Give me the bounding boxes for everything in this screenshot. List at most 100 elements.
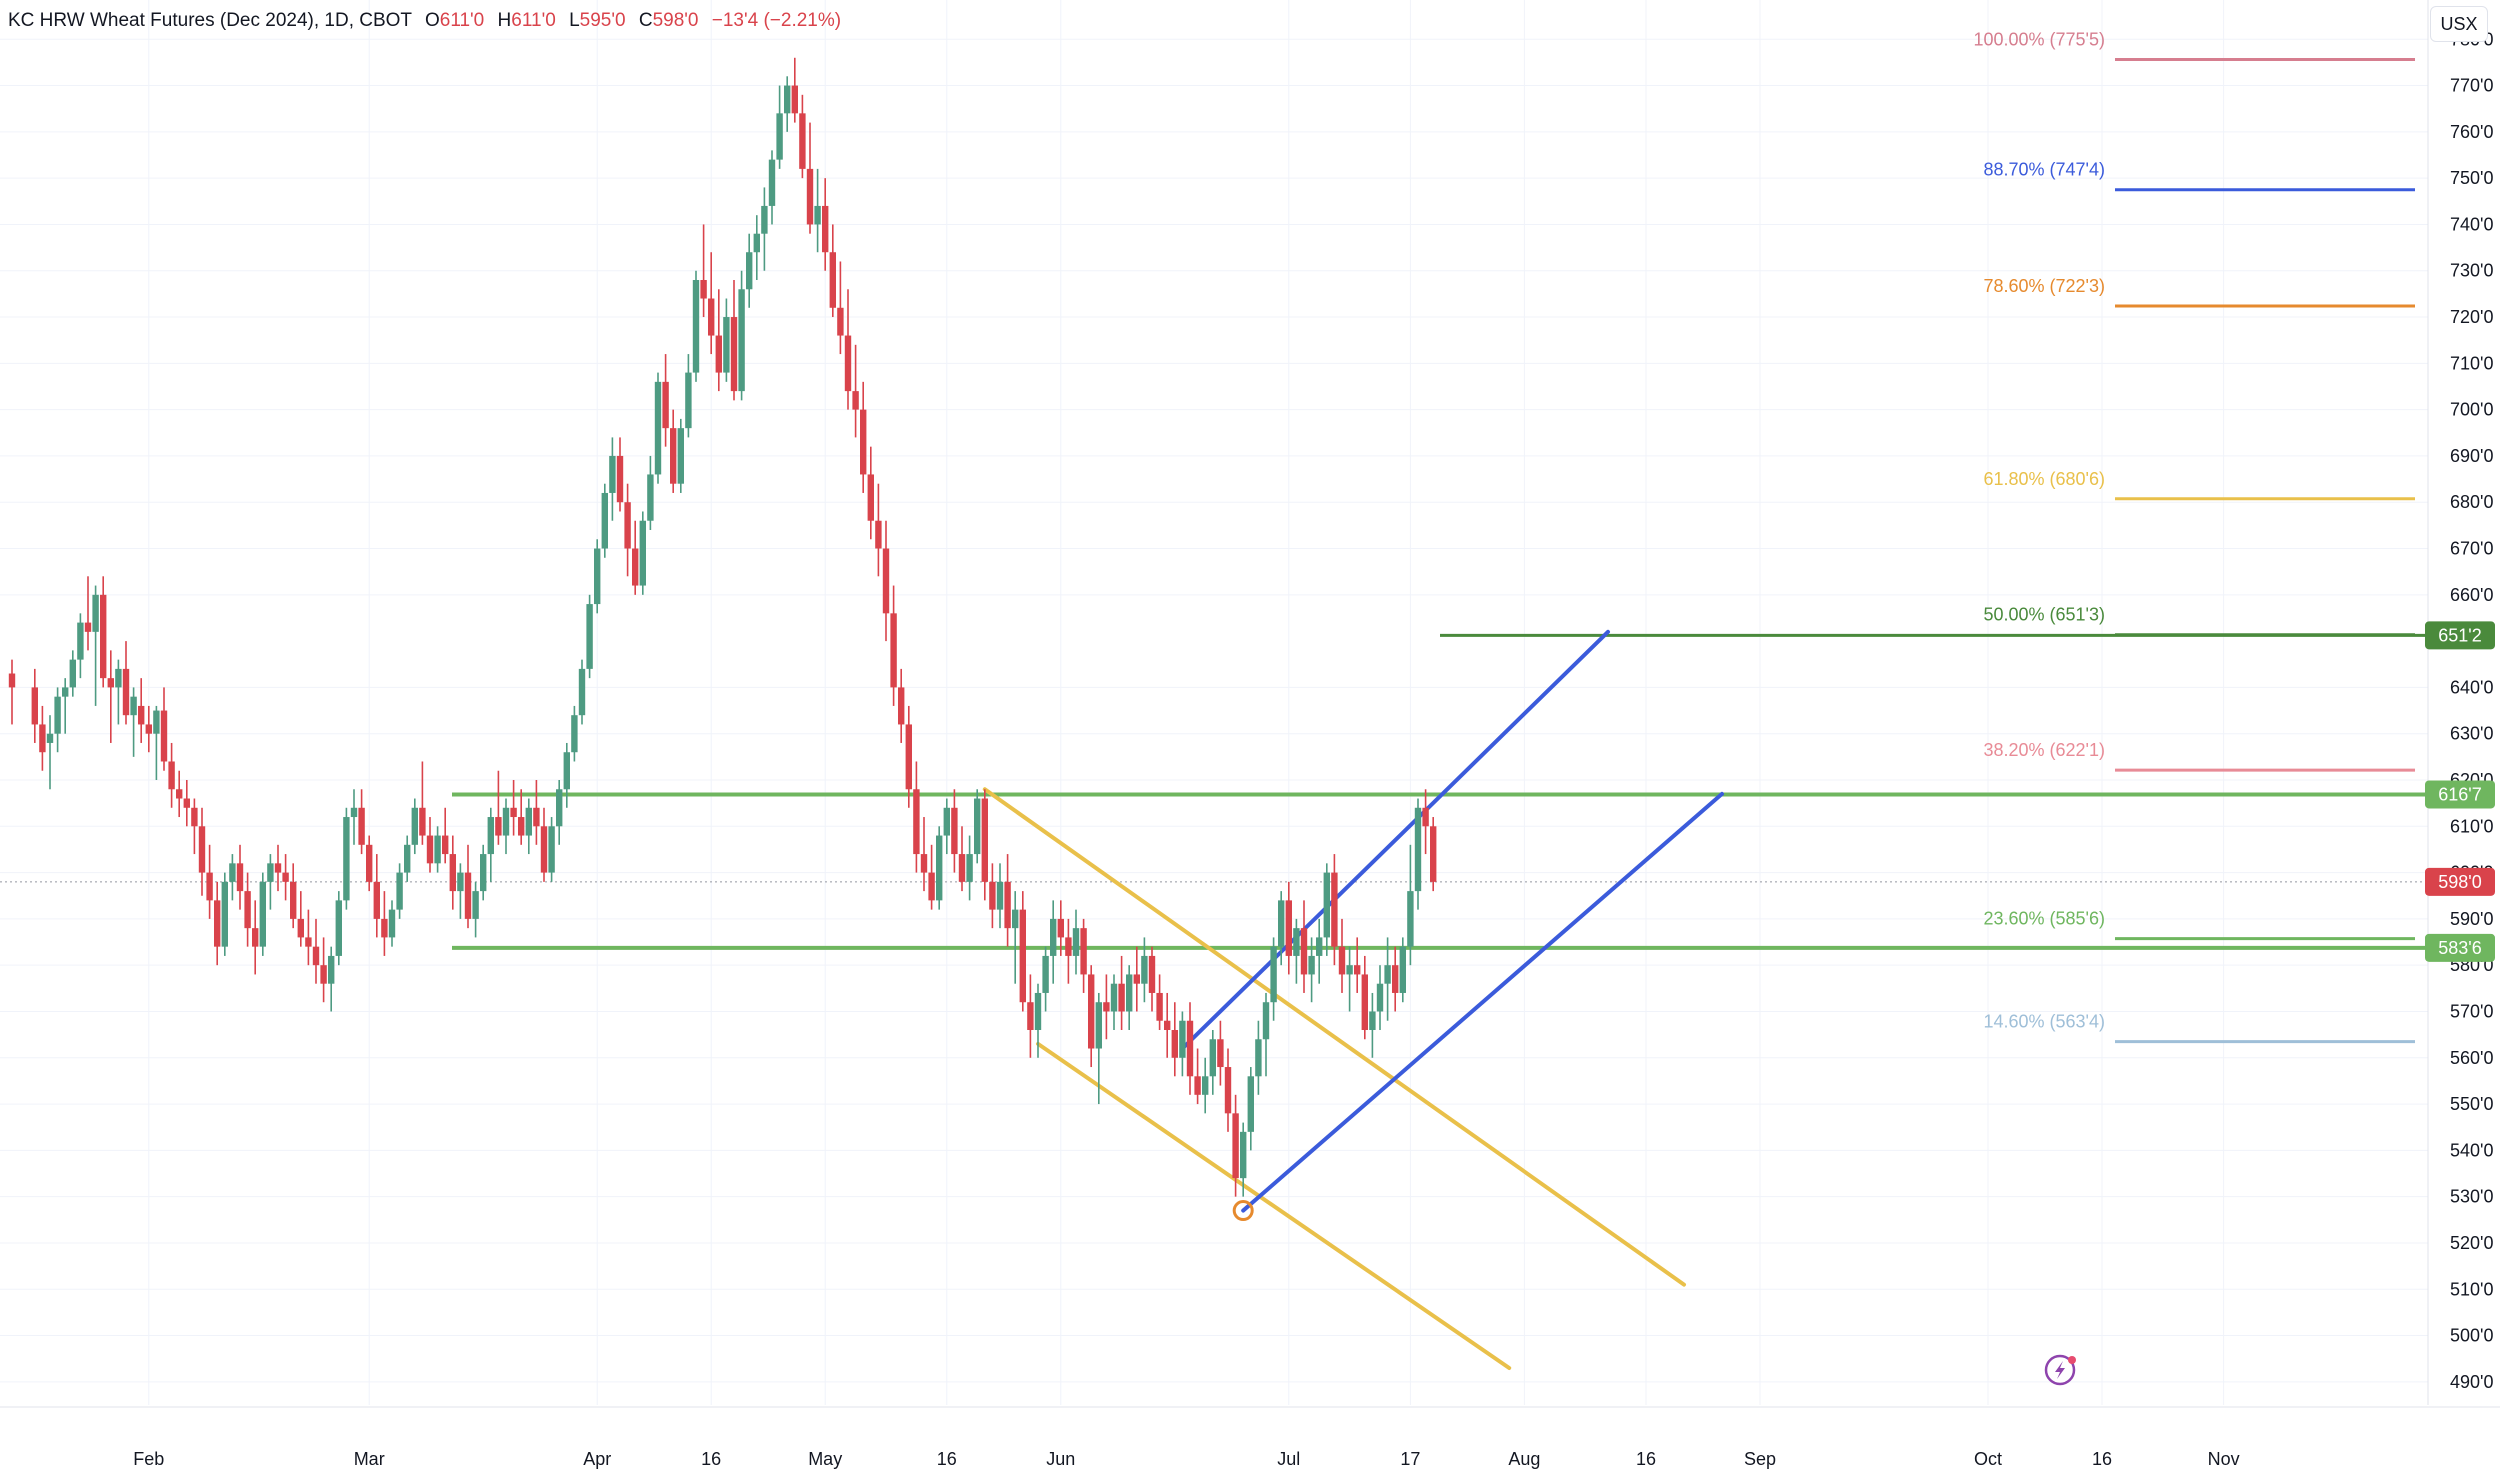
candle: [1331, 854, 1338, 966]
candle-body: [176, 789, 183, 799]
candle: [1012, 891, 1019, 984]
price-tick-label: 710'0: [2450, 353, 2493, 373]
candle-body: [556, 789, 563, 827]
candle-body: [981, 798, 988, 882]
candle-body: [715, 335, 722, 373]
candle-body: [662, 381, 669, 429]
candle-body: [312, 946, 320, 966]
candle: [320, 937, 327, 1003]
high-label: H: [497, 10, 512, 31]
candle-body: [434, 835, 441, 864]
candle-body: [449, 854, 456, 892]
candle: [1088, 965, 1095, 1068]
candle: [1232, 1094, 1239, 1197]
price-tick-label: 500'0: [2450, 1326, 2493, 1346]
candle-body: [730, 317, 738, 392]
candle-body: [533, 807, 540, 827]
candle-body: [69, 659, 76, 688]
candle-body: [1270, 946, 1277, 1003]
candle: [449, 835, 456, 910]
upper-yellow-trendline: [982, 787, 1686, 1287]
candle-body: [738, 289, 745, 392]
price-tick-label: 690'0: [2450, 446, 2493, 466]
time-tick-label: 16: [2092, 1449, 2112, 1469]
candle-body: [768, 159, 776, 206]
candle: [1072, 909, 1080, 975]
price-axis[interactable]: 780'0770'0760'0750'0740'0730'0720'0710'0…: [2427, 0, 2493, 1405]
candle: [981, 789, 988, 901]
candle: [753, 215, 760, 280]
candle-body: [1110, 983, 1118, 1012]
candle: [616, 437, 624, 512]
candle: [1156, 974, 1163, 1030]
currency-button[interactable]: USX: [2430, 6, 2488, 42]
candle: [1293, 918, 1300, 984]
candle: [297, 891, 304, 947]
candle-body: [700, 280, 707, 299]
price-tick-label: 770'0: [2450, 76, 2493, 96]
candle-body: [753, 233, 760, 253]
price-tick-label: 490'0: [2450, 1372, 2493, 1392]
candle-body: [1148, 955, 1156, 993]
candle: [768, 150, 776, 225]
fib-level-label: 38.20% (622'1): [1983, 740, 2105, 760]
candle: [784, 76, 791, 132]
candle-body: [381, 918, 388, 938]
candle: [206, 844, 213, 919]
candle-body: [404, 844, 411, 873]
fib-level-label: 100.00% (775'5): [1973, 30, 2105, 50]
chart-markers: [1232, 1200, 2076, 1386]
candle-body: [1004, 881, 1011, 929]
candle-body: [761, 205, 768, 234]
candle-body: [1065, 937, 1072, 956]
candle: [890, 585, 897, 706]
candle: [84, 576, 92, 651]
candle-body: [1095, 1002, 1102, 1049]
price-tag-583: 583'6: [2425, 933, 2495, 962]
candle-body: [1042, 955, 1049, 993]
candle: [936, 826, 943, 910]
candle: [1346, 946, 1353, 1012]
candle: [761, 187, 768, 271]
time-tick-label: 16: [1636, 1449, 1656, 1469]
candle-body: [1331, 872, 1338, 947]
time-axis[interactable]: Feb Mar Apr 16 May 16 Jun Jul 17 Aug 16 Sep Oct 16 Nov: [0, 1406, 2500, 1469]
fibonacci-retracement[interactable]: 100.00% (775'5) 88.70% (747'4) 78.60% (722…: [1440, 30, 2428, 1044]
candle: [556, 780, 563, 845]
time-tick-label: Feb: [133, 1449, 164, 1469]
candle: [168, 742, 175, 808]
fib-level-label: 78.60% (722'3): [1983, 276, 2105, 296]
candle: [1148, 946, 1156, 1012]
price-tick-label: 640'0: [2450, 677, 2493, 697]
candle: [145, 705, 152, 753]
candle-body: [350, 807, 358, 818]
candle-body: [1034, 992, 1042, 1030]
candle: [274, 844, 282, 892]
candle: [989, 863, 996, 929]
candle-body: [206, 872, 213, 901]
price-tick-label: 680'0: [2450, 492, 2493, 512]
candle-body: [571, 715, 578, 753]
trendlines[interactable]: [982, 629, 1724, 1370]
candle: [1316, 918, 1323, 984]
price-tick-label: 570'0: [2450, 1001, 2493, 1021]
candle-body: [1118, 983, 1125, 1012]
candle: [654, 372, 662, 484]
change-value: −13'4 (−2.21%): [711, 10, 842, 31]
candle-body: [244, 891, 251, 929]
price-tick-label: 520'0: [2450, 1233, 2493, 1253]
notification-dot: [2068, 1356, 2076, 1364]
candle: [487, 807, 494, 882]
candle: [723, 298, 730, 382]
candle: [39, 705, 46, 771]
price-tag-583-label: 583'6: [2438, 938, 2481, 958]
candle: [898, 668, 905, 743]
candle-body: [632, 548, 639, 586]
candle: [533, 780, 540, 845]
time-tick-label: Oct: [1974, 1449, 2002, 1469]
candle: [100, 576, 107, 688]
price-tag-651-label: 651'2: [2438, 625, 2481, 645]
candle-body: [518, 817, 525, 836]
price-tick-label: 510'0: [2450, 1279, 2493, 1299]
